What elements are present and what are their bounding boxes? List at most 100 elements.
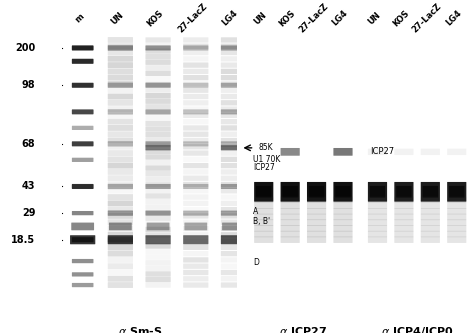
FancyBboxPatch shape <box>108 81 133 87</box>
FancyBboxPatch shape <box>421 225 440 231</box>
FancyBboxPatch shape <box>368 182 387 202</box>
FancyBboxPatch shape <box>72 158 93 162</box>
FancyBboxPatch shape <box>146 184 171 189</box>
FancyBboxPatch shape <box>281 208 300 214</box>
Text: 27-LacZ: 27-LacZ <box>176 2 209 35</box>
FancyBboxPatch shape <box>146 145 171 151</box>
FancyBboxPatch shape <box>221 251 246 256</box>
Text: 98: 98 <box>22 80 35 90</box>
FancyBboxPatch shape <box>221 238 246 244</box>
FancyBboxPatch shape <box>221 119 246 124</box>
FancyBboxPatch shape <box>146 83 171 88</box>
FancyBboxPatch shape <box>421 149 440 155</box>
FancyBboxPatch shape <box>254 225 273 231</box>
FancyBboxPatch shape <box>108 157 133 162</box>
FancyBboxPatch shape <box>221 194 246 200</box>
FancyBboxPatch shape <box>146 71 171 76</box>
FancyBboxPatch shape <box>221 232 246 237</box>
FancyBboxPatch shape <box>281 219 300 226</box>
FancyBboxPatch shape <box>108 276 133 282</box>
FancyBboxPatch shape <box>256 186 272 198</box>
FancyBboxPatch shape <box>183 163 209 168</box>
Text: A: A <box>253 207 258 216</box>
FancyBboxPatch shape <box>146 60 171 65</box>
FancyBboxPatch shape <box>146 254 171 260</box>
Text: LG4: LG4 <box>221 9 240 28</box>
FancyBboxPatch shape <box>447 182 466 202</box>
Text: U1 70K: U1 70K <box>253 155 280 165</box>
Text: 27-LacZ: 27-LacZ <box>411 2 444 35</box>
Text: UN: UN <box>366 10 383 26</box>
FancyBboxPatch shape <box>447 214 466 220</box>
FancyBboxPatch shape <box>333 208 353 214</box>
FancyBboxPatch shape <box>307 202 326 209</box>
FancyBboxPatch shape <box>281 236 300 243</box>
Text: ICP27: ICP27 <box>253 163 274 172</box>
FancyBboxPatch shape <box>281 196 300 203</box>
FancyBboxPatch shape <box>146 182 171 187</box>
FancyBboxPatch shape <box>368 219 387 226</box>
FancyBboxPatch shape <box>333 236 353 243</box>
FancyBboxPatch shape <box>333 225 353 231</box>
FancyBboxPatch shape <box>146 176 171 182</box>
FancyBboxPatch shape <box>307 214 326 220</box>
FancyBboxPatch shape <box>183 144 209 150</box>
FancyBboxPatch shape <box>146 235 171 244</box>
FancyBboxPatch shape <box>221 50 246 55</box>
FancyBboxPatch shape <box>146 149 171 154</box>
FancyBboxPatch shape <box>221 69 246 74</box>
Text: 43: 43 <box>22 181 35 191</box>
FancyBboxPatch shape <box>309 186 324 198</box>
FancyBboxPatch shape <box>108 56 133 62</box>
FancyBboxPatch shape <box>108 213 133 219</box>
FancyBboxPatch shape <box>108 251 133 256</box>
FancyBboxPatch shape <box>183 100 209 106</box>
FancyBboxPatch shape <box>368 202 387 209</box>
FancyBboxPatch shape <box>183 184 209 189</box>
FancyBboxPatch shape <box>146 188 171 193</box>
FancyBboxPatch shape <box>108 244 133 250</box>
FancyBboxPatch shape <box>146 282 171 288</box>
FancyBboxPatch shape <box>449 186 465 198</box>
FancyBboxPatch shape <box>421 236 440 243</box>
FancyBboxPatch shape <box>333 231 353 237</box>
FancyBboxPatch shape <box>421 196 440 203</box>
Text: KOS: KOS <box>145 8 165 28</box>
FancyBboxPatch shape <box>183 235 209 244</box>
FancyBboxPatch shape <box>72 59 93 64</box>
FancyBboxPatch shape <box>368 214 387 220</box>
FancyBboxPatch shape <box>146 210 171 216</box>
FancyBboxPatch shape <box>72 110 93 114</box>
FancyBboxPatch shape <box>146 115 171 121</box>
FancyBboxPatch shape <box>183 245 209 250</box>
FancyBboxPatch shape <box>221 263 246 269</box>
FancyBboxPatch shape <box>146 141 171 147</box>
FancyBboxPatch shape <box>281 231 300 237</box>
FancyBboxPatch shape <box>368 196 387 203</box>
FancyBboxPatch shape <box>394 196 413 203</box>
FancyBboxPatch shape <box>221 44 246 49</box>
FancyBboxPatch shape <box>447 208 466 214</box>
FancyBboxPatch shape <box>421 231 440 237</box>
FancyBboxPatch shape <box>183 194 209 200</box>
FancyBboxPatch shape <box>146 249 171 254</box>
Text: UN: UN <box>253 10 269 26</box>
FancyBboxPatch shape <box>421 182 440 202</box>
FancyBboxPatch shape <box>281 148 300 156</box>
FancyBboxPatch shape <box>146 143 171 149</box>
FancyBboxPatch shape <box>184 222 207 230</box>
FancyBboxPatch shape <box>221 188 246 193</box>
FancyBboxPatch shape <box>146 93 171 98</box>
FancyBboxPatch shape <box>72 272 93 276</box>
FancyBboxPatch shape <box>108 83 133 88</box>
FancyBboxPatch shape <box>447 236 466 243</box>
Text: LG4: LG4 <box>444 9 463 28</box>
FancyBboxPatch shape <box>108 169 133 175</box>
FancyBboxPatch shape <box>108 100 133 106</box>
FancyBboxPatch shape <box>72 142 93 146</box>
Text: 68: 68 <box>22 139 35 149</box>
FancyBboxPatch shape <box>335 186 351 198</box>
FancyBboxPatch shape <box>447 219 466 226</box>
FancyBboxPatch shape <box>183 94 209 99</box>
FancyBboxPatch shape <box>423 186 438 198</box>
